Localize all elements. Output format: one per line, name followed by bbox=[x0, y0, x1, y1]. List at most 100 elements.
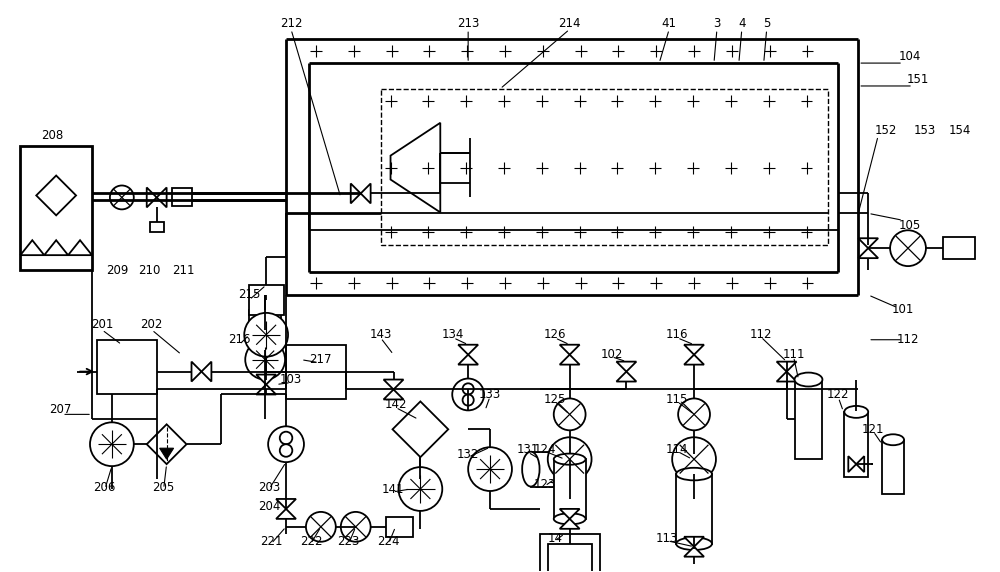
Text: 152: 152 bbox=[875, 124, 897, 137]
Text: 126: 126 bbox=[543, 328, 566, 341]
Polygon shape bbox=[684, 355, 704, 364]
Polygon shape bbox=[157, 188, 167, 208]
Text: 116: 116 bbox=[666, 328, 688, 341]
Circle shape bbox=[341, 512, 371, 542]
Ellipse shape bbox=[522, 452, 540, 487]
Text: 111: 111 bbox=[782, 348, 805, 361]
Polygon shape bbox=[276, 499, 296, 509]
Text: 224: 224 bbox=[377, 535, 400, 548]
Polygon shape bbox=[255, 340, 275, 349]
Polygon shape bbox=[36, 176, 76, 215]
Text: 105: 105 bbox=[899, 219, 921, 232]
Polygon shape bbox=[560, 355, 580, 364]
Text: 124: 124 bbox=[534, 443, 556, 456]
Circle shape bbox=[280, 444, 292, 457]
Text: 5: 5 bbox=[763, 17, 770, 30]
Text: 103: 103 bbox=[280, 373, 302, 386]
Text: 210: 210 bbox=[139, 264, 161, 277]
Text: 104: 104 bbox=[899, 50, 921, 62]
Text: 222: 222 bbox=[300, 535, 322, 548]
Bar bbox=[844, 412, 868, 476]
Polygon shape bbox=[858, 238, 878, 248]
Polygon shape bbox=[393, 402, 448, 457]
Text: 212: 212 bbox=[280, 17, 302, 30]
Text: 202: 202 bbox=[141, 318, 163, 331]
Polygon shape bbox=[684, 547, 704, 557]
Polygon shape bbox=[616, 372, 636, 382]
Text: 102: 102 bbox=[600, 348, 623, 361]
Bar bbox=[882, 440, 904, 494]
Bar bbox=[97, 340, 157, 395]
Polygon shape bbox=[616, 362, 636, 372]
Polygon shape bbox=[147, 424, 187, 464]
Text: 134: 134 bbox=[442, 328, 464, 341]
Text: 153: 153 bbox=[914, 124, 936, 137]
Circle shape bbox=[463, 395, 474, 406]
Bar bbox=[548, 544, 592, 572]
Polygon shape bbox=[68, 240, 92, 255]
Text: 201: 201 bbox=[91, 318, 113, 331]
Text: 215: 215 bbox=[238, 288, 260, 301]
Bar bbox=[676, 474, 712, 544]
Polygon shape bbox=[458, 355, 478, 364]
Ellipse shape bbox=[844, 406, 868, 418]
Text: 112: 112 bbox=[749, 328, 772, 341]
Text: 223: 223 bbox=[338, 535, 360, 548]
Ellipse shape bbox=[882, 434, 904, 445]
Text: 205: 205 bbox=[153, 480, 175, 494]
Text: 211: 211 bbox=[172, 264, 195, 277]
Text: 115: 115 bbox=[666, 393, 688, 406]
Text: 214: 214 bbox=[558, 17, 581, 30]
Text: 154: 154 bbox=[949, 124, 971, 137]
Text: 123: 123 bbox=[534, 478, 556, 491]
Bar bbox=[150, 223, 164, 232]
Circle shape bbox=[468, 447, 512, 491]
Bar bbox=[531, 452, 569, 487]
Bar bbox=[943, 237, 975, 259]
Text: 207: 207 bbox=[49, 403, 71, 416]
Circle shape bbox=[268, 426, 304, 462]
Text: 143: 143 bbox=[369, 328, 392, 341]
Polygon shape bbox=[391, 123, 440, 212]
Text: 209: 209 bbox=[106, 264, 128, 277]
Text: 41: 41 bbox=[662, 17, 677, 30]
Bar bbox=[20, 146, 92, 270]
Text: 121: 121 bbox=[862, 423, 884, 436]
Text: 14: 14 bbox=[547, 533, 562, 545]
Polygon shape bbox=[777, 362, 797, 372]
Text: 204: 204 bbox=[258, 500, 280, 514]
Polygon shape bbox=[276, 509, 296, 519]
Polygon shape bbox=[384, 380, 403, 390]
Circle shape bbox=[110, 185, 134, 209]
Circle shape bbox=[90, 422, 134, 466]
Text: 4: 4 bbox=[738, 17, 746, 30]
Bar bbox=[540, 534, 600, 572]
Text: 203: 203 bbox=[258, 480, 280, 494]
Text: 131: 131 bbox=[517, 443, 539, 456]
Bar bbox=[554, 459, 586, 519]
Ellipse shape bbox=[795, 372, 822, 387]
Polygon shape bbox=[856, 456, 864, 472]
Text: 142: 142 bbox=[384, 398, 407, 411]
Polygon shape bbox=[147, 188, 157, 208]
Circle shape bbox=[280, 432, 292, 444]
Circle shape bbox=[554, 399, 586, 430]
Circle shape bbox=[306, 512, 336, 542]
Polygon shape bbox=[458, 345, 478, 355]
Ellipse shape bbox=[554, 513, 586, 525]
Ellipse shape bbox=[560, 452, 577, 487]
Bar bbox=[172, 189, 192, 206]
Bar bbox=[381, 89, 828, 245]
Circle shape bbox=[463, 383, 474, 395]
Circle shape bbox=[245, 340, 285, 380]
Circle shape bbox=[244, 313, 288, 357]
Text: 113: 113 bbox=[656, 533, 678, 545]
Bar bbox=[795, 380, 822, 459]
Text: 114: 114 bbox=[666, 443, 688, 456]
Text: 133: 133 bbox=[479, 388, 501, 401]
Text: 208: 208 bbox=[41, 129, 63, 142]
Polygon shape bbox=[351, 184, 361, 204]
Circle shape bbox=[672, 437, 716, 481]
Polygon shape bbox=[361, 184, 371, 204]
Circle shape bbox=[890, 231, 926, 266]
